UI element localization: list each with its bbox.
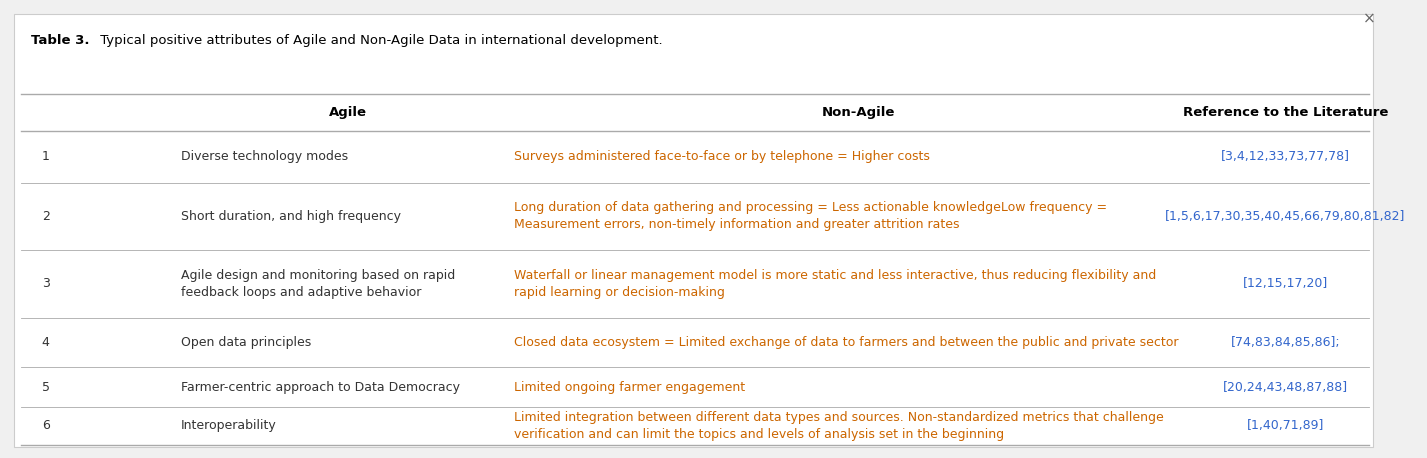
Text: Farmer-centric approach to Data Democracy: Farmer-centric approach to Data Democrac…	[181, 381, 459, 393]
Text: Non-Agile: Non-Agile	[822, 106, 895, 119]
Text: Agile design and monitoring based on rapid
feedback loops and adaptive behavior: Agile design and monitoring based on rap…	[181, 269, 455, 299]
Text: Diverse technology modes: Diverse technology modes	[181, 150, 348, 164]
Text: Open data principles: Open data principles	[181, 336, 311, 349]
Text: Surveys administered face-to-face or by telephone = Higher costs: Surveys administered face-to-face or by …	[514, 150, 930, 164]
Text: Agile: Agile	[328, 106, 367, 119]
Text: Short duration, and high frequency: Short duration, and high frequency	[181, 210, 401, 223]
Text: [20,24,43,48,87,88]: [20,24,43,48,87,88]	[1223, 381, 1349, 393]
Text: [1,5,6,17,30,35,40,45,66,79,80,81,82]: [1,5,6,17,30,35,40,45,66,79,80,81,82]	[1166, 210, 1406, 223]
Text: [74,83,84,85,86];: [74,83,84,85,86];	[1230, 336, 1340, 349]
Text: 2: 2	[41, 210, 50, 223]
Text: Interoperability: Interoperability	[181, 420, 277, 432]
Text: [1,40,71,89]: [1,40,71,89]	[1247, 420, 1324, 432]
Text: Limited integration between different data types and sources. Non-standardized m: Limited integration between different da…	[514, 411, 1164, 441]
Text: [12,15,17,20]: [12,15,17,20]	[1243, 278, 1329, 290]
Text: 1: 1	[41, 150, 50, 164]
Text: 6: 6	[41, 420, 50, 432]
Text: Table 3.: Table 3.	[30, 34, 88, 47]
Text: Typical positive attributes of Agile and Non-Agile Data in international develop: Typical positive attributes of Agile and…	[96, 34, 662, 47]
Text: ×: ×	[1363, 11, 1376, 27]
Text: Reference to the Literature: Reference to the Literature	[1183, 106, 1388, 119]
Text: Long duration of data gathering and processing = Less actionable knowledgeLow fr: Long duration of data gathering and proc…	[514, 202, 1107, 231]
Text: 4: 4	[41, 336, 50, 349]
Text: [3,4,12,33,73,77,78]: [3,4,12,33,73,77,78]	[1222, 150, 1350, 164]
Text: Closed data ecosystem = Limited exchange of data to farmers and between the publ: Closed data ecosystem = Limited exchange…	[514, 336, 1179, 349]
Text: Waterfall or linear management model is more static and less interactive, thus r: Waterfall or linear management model is …	[514, 269, 1156, 299]
FancyBboxPatch shape	[14, 14, 1373, 447]
Text: 3: 3	[41, 278, 50, 290]
Text: Limited ongoing farmer engagement: Limited ongoing farmer engagement	[514, 381, 745, 393]
Text: 5: 5	[41, 381, 50, 393]
